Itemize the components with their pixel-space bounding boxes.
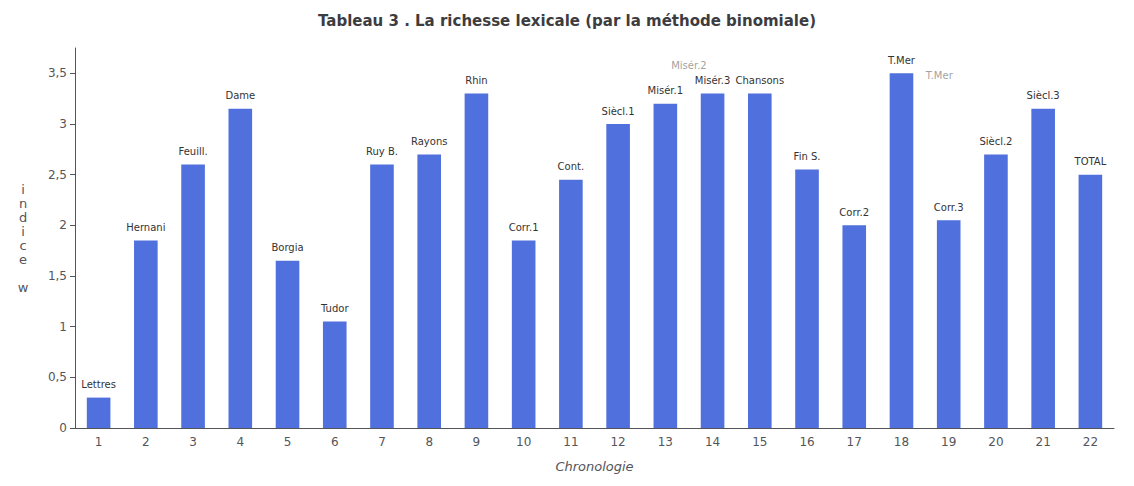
svg-text:Fin S.: Fin S. [794, 151, 821, 162]
svg-text:14: 14 [705, 435, 720, 449]
svg-text:2: 2 [59, 218, 67, 232]
svg-text:Rhin: Rhin [465, 75, 487, 86]
svg-text:Lettres: Lettres [81, 379, 116, 390]
svg-text:d: d [19, 210, 27, 225]
svg-text:TOTAL: TOTAL [1074, 156, 1107, 167]
svg-text:e: e [19, 252, 27, 267]
svg-text:Dame: Dame [225, 90, 255, 101]
svg-text:8: 8 [425, 435, 433, 449]
svg-text:Siècl.2: Siècl.2 [979, 136, 1012, 147]
svg-text:Chronologie: Chronologie [555, 459, 633, 474]
svg-text:1: 1 [59, 320, 67, 334]
svg-text:17: 17 [847, 435, 862, 449]
svg-text:9: 9 [473, 435, 481, 449]
svg-text:2: 2 [142, 435, 150, 449]
svg-text:Ruy B.: Ruy B. [366, 146, 398, 157]
svg-text:3: 3 [189, 435, 197, 449]
svg-text:Chansons: Chansons [735, 75, 784, 86]
svg-text:21: 21 [1036, 435, 1051, 449]
svg-text:T.Mer: T.Mer [925, 70, 954, 81]
svg-text:20: 20 [988, 435, 1003, 449]
svg-text:18: 18 [894, 435, 909, 449]
svg-text:i: i [21, 224, 25, 239]
svg-text:Siècl.1: Siècl.1 [602, 106, 635, 117]
svg-text:Rayons: Rayons [411, 136, 447, 147]
svg-text:2,5: 2,5 [48, 168, 67, 182]
svg-text:6: 6 [331, 435, 339, 449]
svg-text:Corr.2: Corr.2 [839, 207, 869, 218]
svg-text:Misér.1: Misér.1 [648, 85, 684, 96]
svg-text:15: 15 [752, 435, 767, 449]
svg-text:Cont.: Cont. [558, 161, 585, 172]
svg-text:16: 16 [799, 435, 814, 449]
svg-text:19: 19 [941, 435, 956, 449]
svg-text:5: 5 [284, 435, 292, 449]
svg-text:c: c [19, 238, 26, 253]
svg-text:n: n [19, 196, 27, 211]
svg-text:Tudor: Tudor [320, 303, 349, 314]
svg-text:Borgia: Borgia [271, 242, 303, 253]
svg-text:w: w [18, 280, 29, 295]
svg-text:22: 22 [1083, 435, 1098, 449]
svg-text:3: 3 [59, 117, 67, 131]
svg-text:Feuill.: Feuill. [178, 146, 207, 157]
svg-text:1: 1 [95, 435, 103, 449]
svg-text:Tableau 3 . La richesse lexica: Tableau 3 . La richesse lexicale (par la… [318, 12, 816, 30]
svg-text:1,5: 1,5 [48, 269, 67, 283]
svg-text:Misér.3: Misér.3 [695, 75, 731, 86]
svg-text:Hernani: Hernani [126, 222, 165, 233]
svg-text:3,5: 3,5 [48, 66, 67, 80]
svg-text:i: i [21, 182, 25, 197]
svg-text:7: 7 [378, 435, 386, 449]
svg-text:Misér.2: Misér.2 [671, 60, 707, 71]
svg-text:0: 0 [59, 421, 67, 435]
svg-text:10: 10 [516, 435, 531, 449]
svg-text:13: 13 [658, 435, 673, 449]
svg-text:Corr.3: Corr.3 [934, 202, 964, 213]
svg-text:Corr.1: Corr.1 [509, 222, 539, 233]
svg-text:11: 11 [563, 435, 578, 449]
svg-text:Siècl.3: Siècl.3 [1027, 90, 1060, 101]
svg-text:0,5: 0,5 [48, 370, 67, 384]
svg-text:12: 12 [610, 435, 625, 449]
svg-text:4: 4 [236, 435, 244, 449]
svg-text:T.Mer: T.Mer [887, 55, 916, 66]
